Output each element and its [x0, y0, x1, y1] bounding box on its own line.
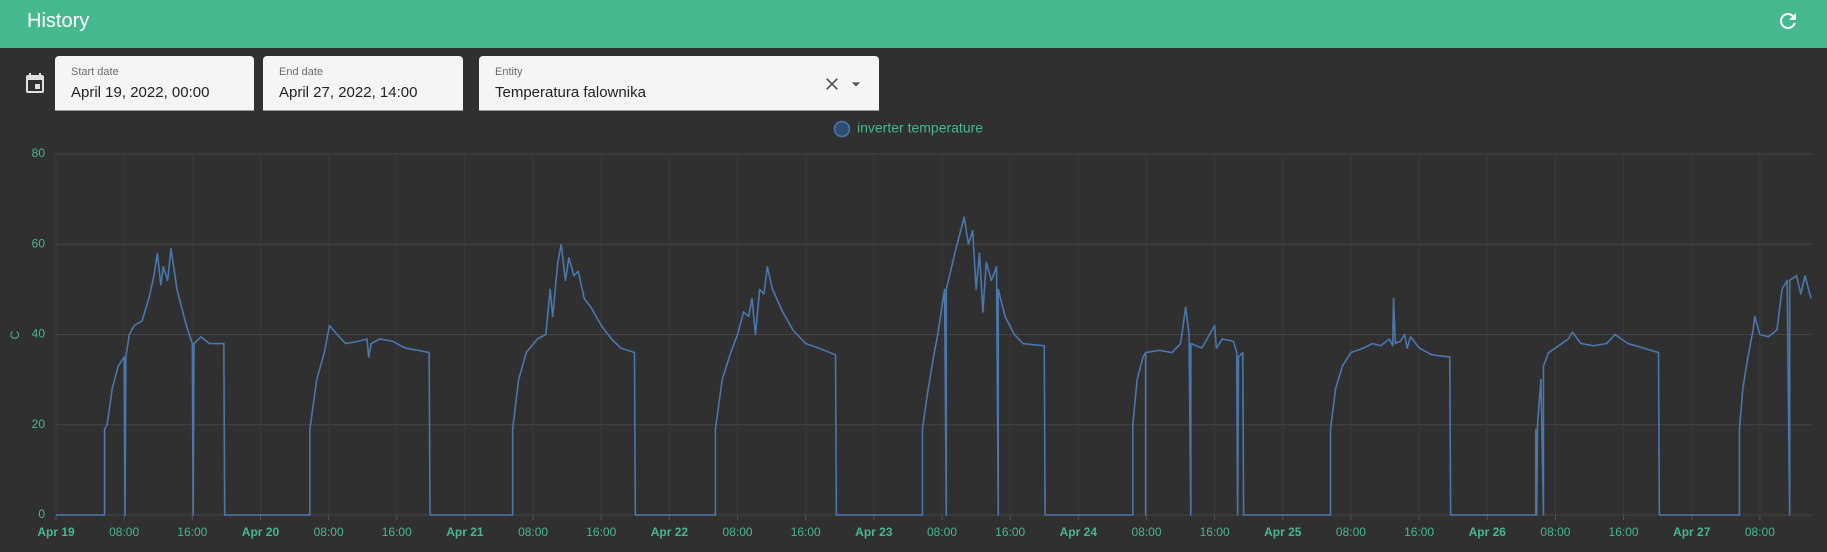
x-tick-label: 08:00 [1336, 525, 1366, 539]
end-date-field[interactable]: End date April 27, 2022, 14:00 [263, 56, 463, 111]
x-tick-label: 08:00 [109, 525, 139, 539]
x-tick-label: 08:00 [1540, 525, 1570, 539]
legend-label: inverter temperature [857, 120, 983, 136]
y-axis-label: C [8, 330, 22, 339]
legend-swatch [833, 120, 851, 138]
x-tick-label: 16:00 [1609, 525, 1639, 539]
x-tick-label: 16:00 [791, 525, 821, 539]
start-date-field[interactable]: Start date April 19, 2022, 00:00 [55, 56, 254, 111]
x-tick-label: 16:00 [177, 525, 207, 539]
x-tick-label: Apr 21 [446, 525, 484, 539]
x-tick-label: Apr 25 [1264, 525, 1302, 539]
y-tick-label: 40 [32, 327, 46, 341]
x-tick-label: 08:00 [1131, 525, 1161, 539]
x-tick-label: Apr 19 [37, 525, 75, 539]
y-tick-label: 60 [32, 236, 46, 250]
x-tick-label: 08:00 [1745, 525, 1775, 539]
field-value: April 27, 2022, 14:00 [279, 84, 418, 101]
field-value: April 19, 2022, 00:00 [71, 84, 210, 101]
x-tick-label: 16:00 [1404, 525, 1434, 539]
x-tick-label: 08:00 [723, 525, 753, 539]
y-tick-label: 20 [32, 417, 46, 431]
dropdown-button[interactable] [846, 74, 866, 94]
calendar-icon[interactable] [23, 71, 47, 95]
x-tick-label: Apr 20 [242, 525, 280, 539]
y-tick-label: 80 [32, 146, 46, 160]
x-tick-label: 08:00 [518, 525, 548, 539]
x-tick-label: 16:00 [995, 525, 1025, 539]
clear-button[interactable] [822, 74, 842, 94]
page-title: History [27, 10, 90, 32]
top-bar: History [0, 0, 1827, 48]
field-label: Start date [71, 66, 119, 78]
x-tick-label: Apr 27 [1673, 525, 1711, 539]
field-label: Entity [495, 66, 523, 78]
x-tick-label: 08:00 [927, 525, 957, 539]
x-tick-label: Apr 23 [855, 525, 893, 539]
y-tick-label: 0 [38, 507, 45, 521]
x-tick-label: Apr 24 [1060, 525, 1098, 539]
field-value: Temperatura falownika [495, 84, 646, 101]
series-line [56, 216, 1812, 516]
x-tick-label: Apr 22 [651, 525, 689, 539]
entity-field[interactable]: Entity Temperatura falownika [479, 56, 879, 111]
x-tick-label: 16:00 [382, 525, 412, 539]
x-tick-label: 16:00 [586, 525, 616, 539]
field-label: End date [279, 66, 324, 78]
refresh-button[interactable] [1776, 9, 1800, 33]
x-tick-label: 08:00 [314, 525, 344, 539]
x-tick-label: 16:00 [1200, 525, 1230, 539]
x-tick-label: Apr 26 [1469, 525, 1507, 539]
